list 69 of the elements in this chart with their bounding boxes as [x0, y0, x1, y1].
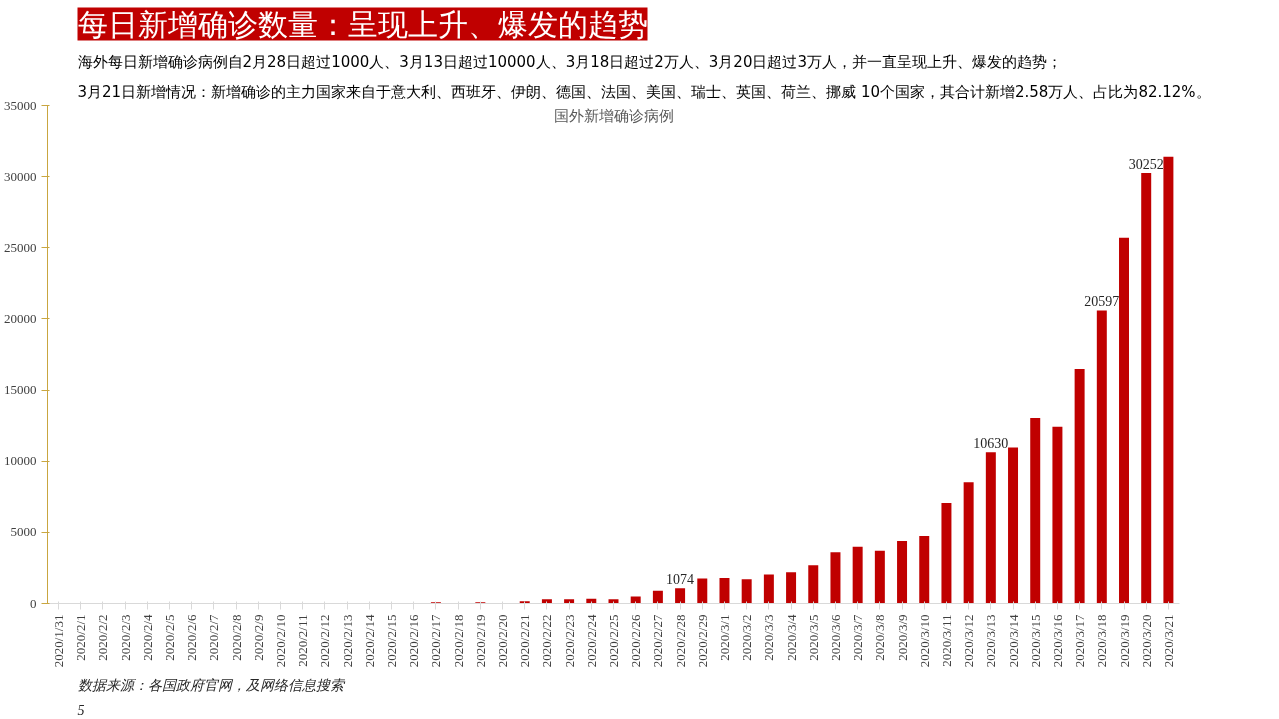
text: 3月21日新增情况：新增确诊的主力国家来自于意大利、西班牙、伊朗、德国、法国、美国、瑞士、英国、荷兰、挪威 10个国家，其合计新增2.58万人、占比为82.12%。 — [77, 82, 1211, 101]
x-tick-label: 2020/2/4 — [139, 614, 155, 661]
y-tick-label: 0 — [30, 595, 37, 611]
y-tick-label: 15000 — [4, 382, 37, 398]
x-tick-label: 2020/3/14 — [1005, 614, 1021, 668]
x-tick-label: 2020/3/16 — [1049, 614, 1065, 668]
x-tick-label: 2020/3/4 — [783, 614, 799, 661]
x-tick-label: 2020/2/7 — [206, 614, 222, 661]
x-tick-label: 2020/3/12 — [961, 614, 977, 668]
x-tick-label: 2020/2/21 — [517, 614, 533, 668]
x-tick-label: 2020/2/15 — [384, 614, 400, 668]
data-label: 20597 — [1084, 294, 1120, 310]
x-tick-label: 2020/2/1 — [73, 614, 89, 661]
x-tick-label: 2020/3/19 — [1116, 614, 1132, 668]
x-tick-label: 2020/3/11 — [938, 614, 954, 667]
x-tick-label: 2020/3/15 — [1027, 614, 1043, 668]
x-tick-label: 2020/2/19 — [472, 614, 488, 668]
y-tick-label: 35000 — [4, 97, 37, 113]
y-tick-label: 25000 — [4, 239, 37, 255]
x-tick-label: 2020/2/6 — [184, 614, 200, 661]
x-tick-label: 2020/2/11 — [295, 614, 311, 667]
x-tick-label: 2020/2/20 — [495, 614, 511, 668]
x-tick-label: 2020/3/20 — [1138, 614, 1154, 668]
x-tick-label: 2020/2/12 — [317, 614, 333, 668]
y-tick-label: 20000 — [4, 310, 37, 326]
x-tick-label: 2020/3/10 — [916, 614, 932, 668]
x-tick-label: 2020/2/9 — [250, 614, 266, 661]
x-tick-label: 2020/3/7 — [850, 614, 866, 661]
y-tick-label: 30000 — [4, 168, 37, 184]
x-tick-label: 2020/2/5 — [162, 614, 178, 661]
chart-subtitle: 国外新增确诊病例 — [553, 107, 674, 124]
x-tick-label: 2020/2/3 — [117, 614, 133, 661]
x-tick-label: 2020/2/14 — [361, 614, 377, 668]
x-tick-label: 2020/3/21 — [1160, 614, 1176, 668]
x-tick-label: 2020/3/8 — [872, 614, 888, 661]
x-tick-label: 2020/3/1 — [716, 614, 732, 661]
x-tick-label: 2020/3/5 — [805, 614, 821, 661]
x-tick-label: 2020/2/25 — [606, 614, 621, 668]
y-tick-label: 10000 — [4, 453, 37, 469]
x-tick-label: 2020/3/2 — [739, 614, 755, 661]
x-tick-label: 2020/3/18 — [1094, 614, 1110, 668]
x-tick-label: 2020/2/17 — [428, 614, 444, 668]
data-label: 30252 — [1128, 157, 1164, 173]
text: 5 — [77, 702, 85, 718]
x-tick-label: 2020/2/23 — [561, 614, 577, 668]
x-tick-label: 2020/2/28 — [672, 614, 688, 668]
chart-title: 每日新增确诊数量：呈现上升、爆发的趋势 — [77, 7, 648, 41]
x-tick-label: 2020/2/26 — [628, 614, 644, 668]
x-tick-label: 2020/2/13 — [339, 614, 355, 668]
x-tick-label: 2020/2/29 — [694, 614, 710, 668]
x-tick-label: 2020/3/3 — [761, 614, 777, 661]
x-tick-label: 2020/3/6 — [827, 614, 843, 661]
y-tick-label: 5000 — [10, 524, 37, 540]
text: 海外每日新增确诊病例自2月28日超过1000人、3月13日超过10000人、3月18日超过2万人、3月20日超过3万人，并一直呈现上升、爆发的趋势； — [77, 52, 1062, 71]
x-tick-label: 2020/2/18 — [450, 614, 466, 668]
x-tick-label: 2020/2/27 — [650, 614, 666, 668]
x-tick-label: 2020/3/9 — [894, 614, 910, 661]
source-note: 数据来源：各国政府官网，及网络信息搜索 — [77, 677, 346, 693]
x-tick-label: 2020/1/31 — [51, 614, 67, 668]
x-tick-label: 2020/2/8 — [228, 614, 244, 661]
x-tick-label: 2020/2/24 — [583, 614, 599, 668]
x-tick-label: 2020/2/22 — [539, 614, 555, 668]
x-tick-label: 2020/3/13 — [983, 614, 999, 668]
x-tick-label: 2020/2/2 — [95, 614, 111, 661]
x-tick-label: 2020/2/16 — [406, 614, 422, 668]
data-label: 1074 — [666, 572, 695, 588]
x-tick-label: 2020/2/10 — [273, 614, 289, 668]
data-label: 10630 — [973, 436, 1009, 452]
x-tick-label: 2020/3/17 — [1072, 614, 1088, 668]
